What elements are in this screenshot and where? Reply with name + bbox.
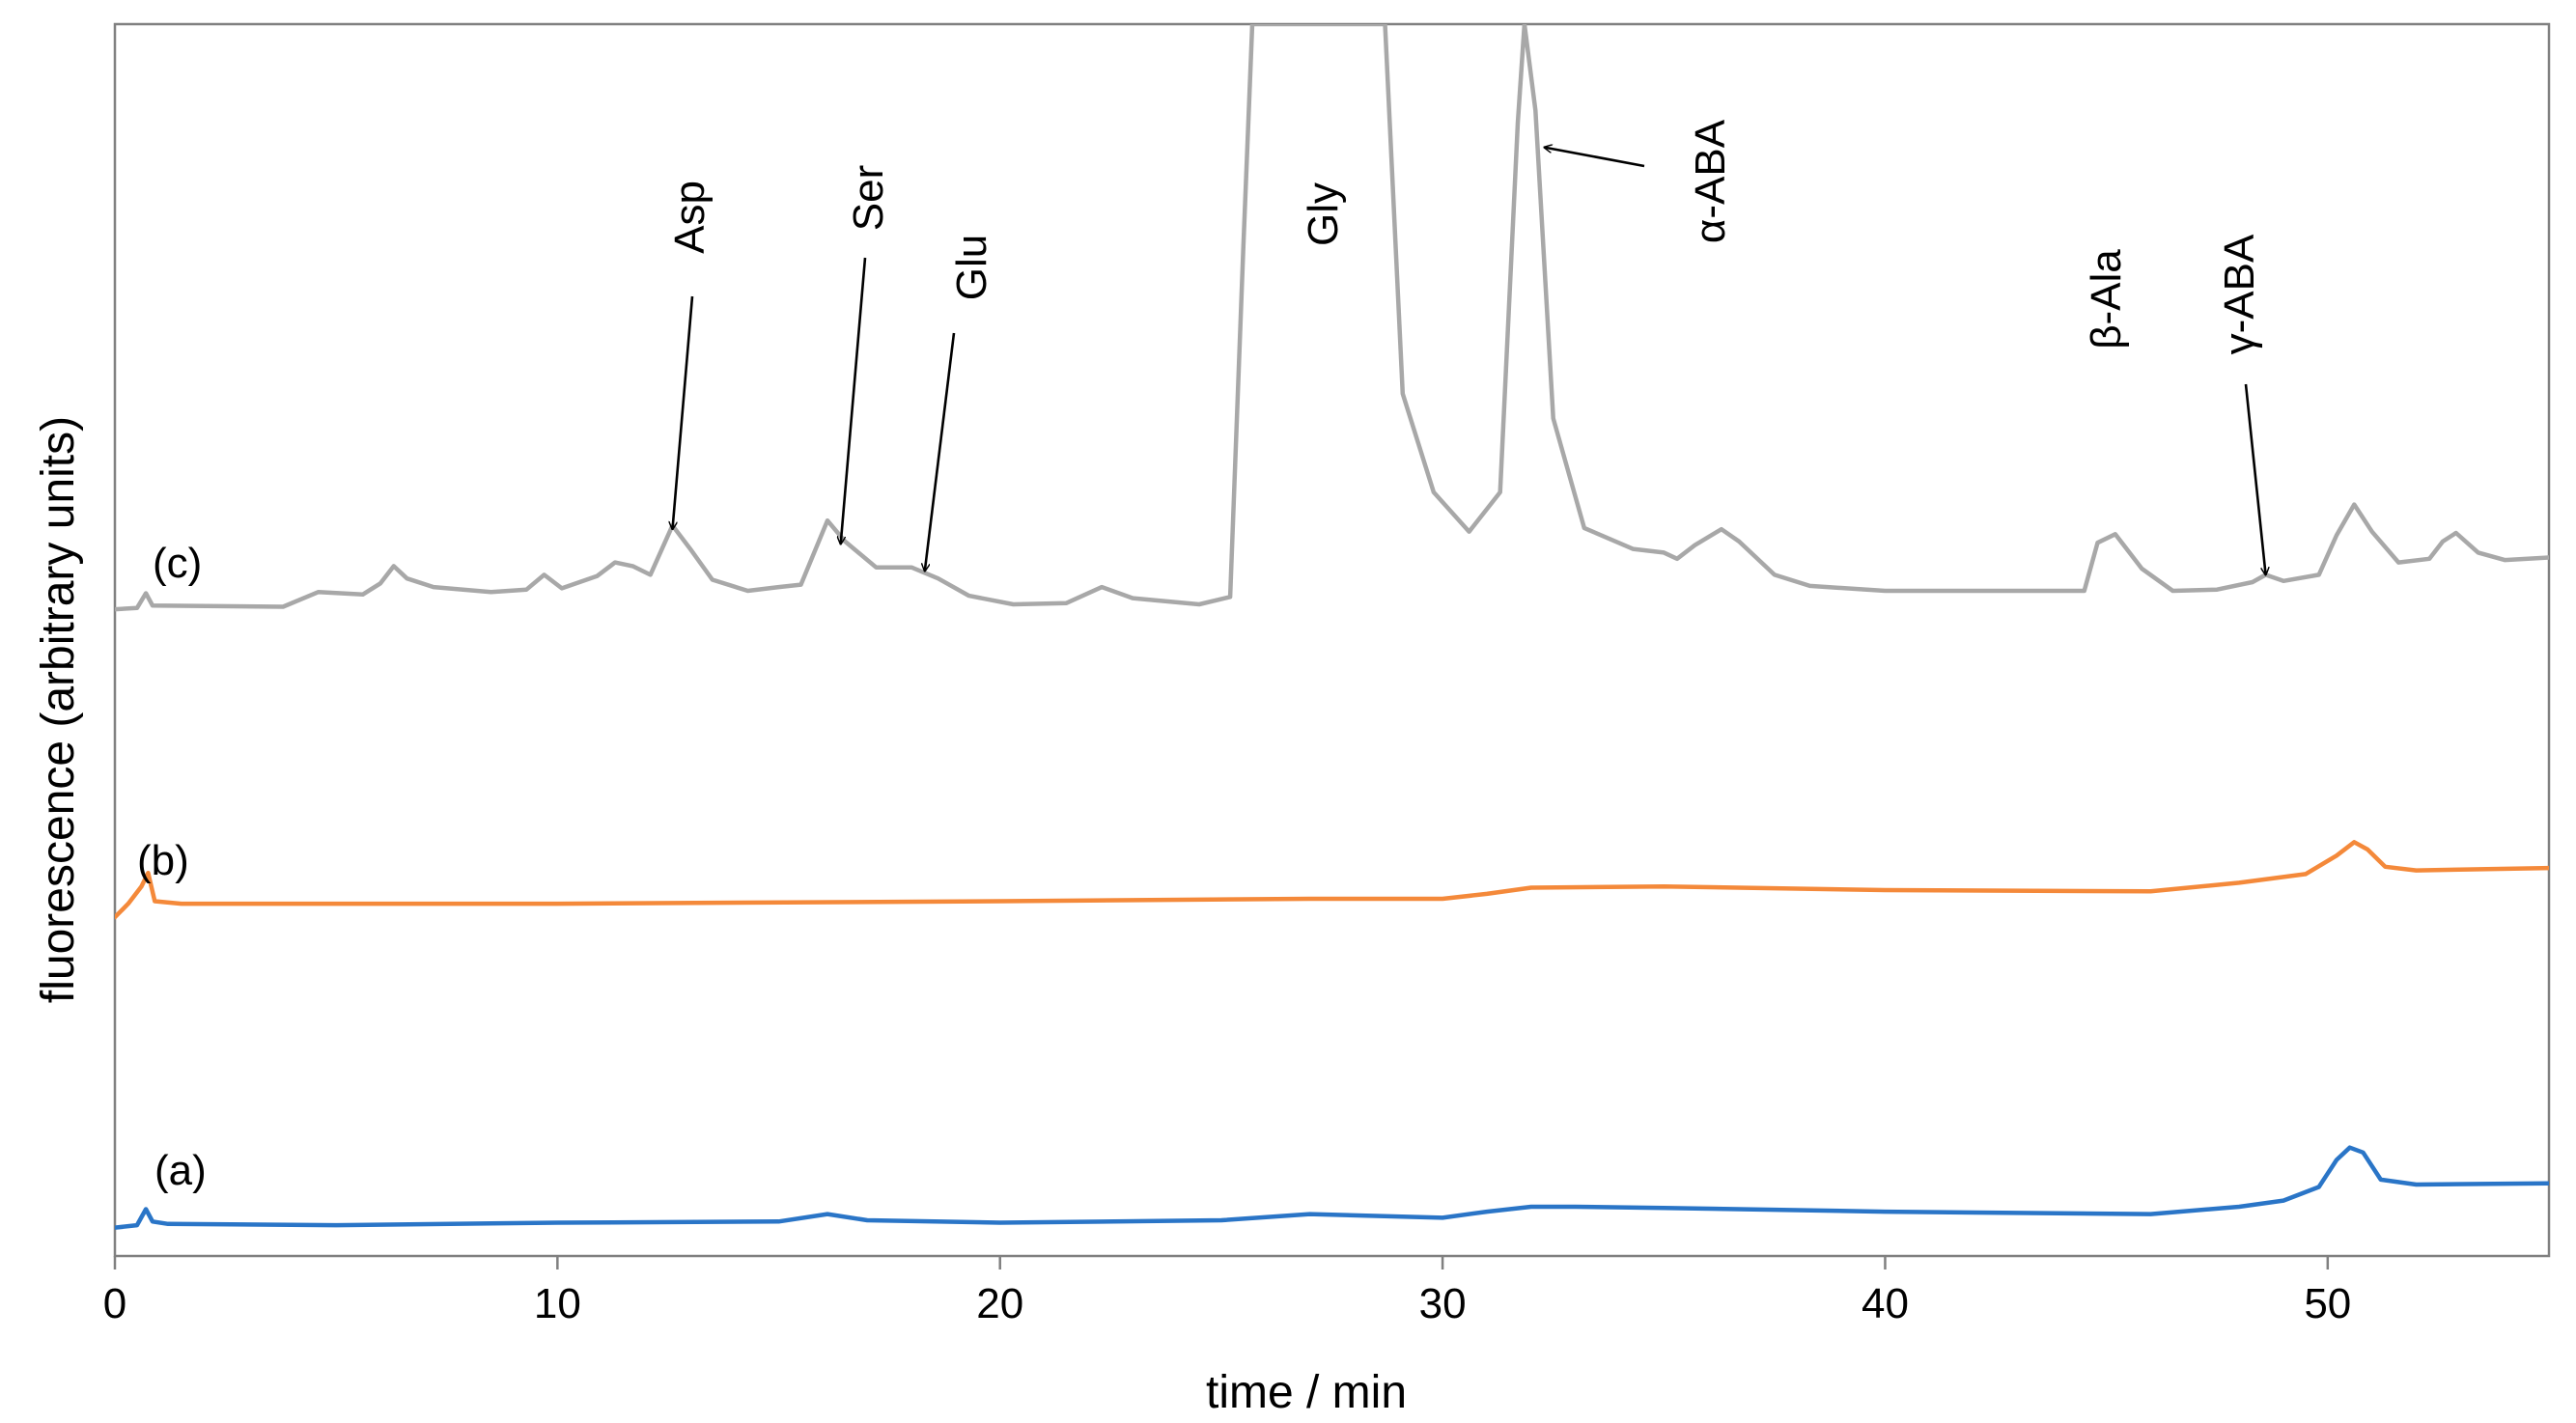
peak-label-asp: Asp (666, 181, 714, 254)
x-axis-title: time / min (1206, 1367, 1407, 1418)
y-axis-title: fluorescence (arbitrary units) (33, 416, 84, 1003)
annotation-arrow-aba (1545, 148, 1645, 168)
trace-c (115, 24, 2549, 612)
peak-label-gamma-aba: γ-ABA (2216, 234, 2263, 354)
trace-label-b: (b) (137, 837, 189, 884)
annotation-arrow-asp (673, 295, 694, 529)
trace-label-c: (c) (153, 540, 202, 587)
x-tick-label: 50 (2304, 1280, 2351, 1327)
annotation-arrow-glu (925, 332, 956, 572)
annotation-arrow-aba (2244, 383, 2266, 574)
trace-b (115, 840, 2549, 920)
peak-label-alpha-aba: α-ABA (1687, 119, 1734, 243)
x-tick-label: 10 (534, 1280, 581, 1327)
x-tick-label: 40 (1862, 1280, 1909, 1327)
x-tick-label: 30 (1419, 1280, 1467, 1327)
peak-label-ser: Ser (845, 165, 892, 231)
trace-a (115, 1145, 2549, 1230)
annotation-arrow-ser (841, 257, 867, 544)
plot-frame (113, 22, 2551, 1258)
peak-label-beta-ala: β-Ala (2083, 249, 2130, 349)
peak-label-glu: Glu (948, 235, 995, 300)
peak-label-gly: Gly (1300, 182, 1347, 246)
trace-label-a: (a) (154, 1147, 207, 1194)
x-tick-label: 0 (103, 1280, 126, 1327)
x-tick-label: 20 (976, 1280, 1023, 1327)
